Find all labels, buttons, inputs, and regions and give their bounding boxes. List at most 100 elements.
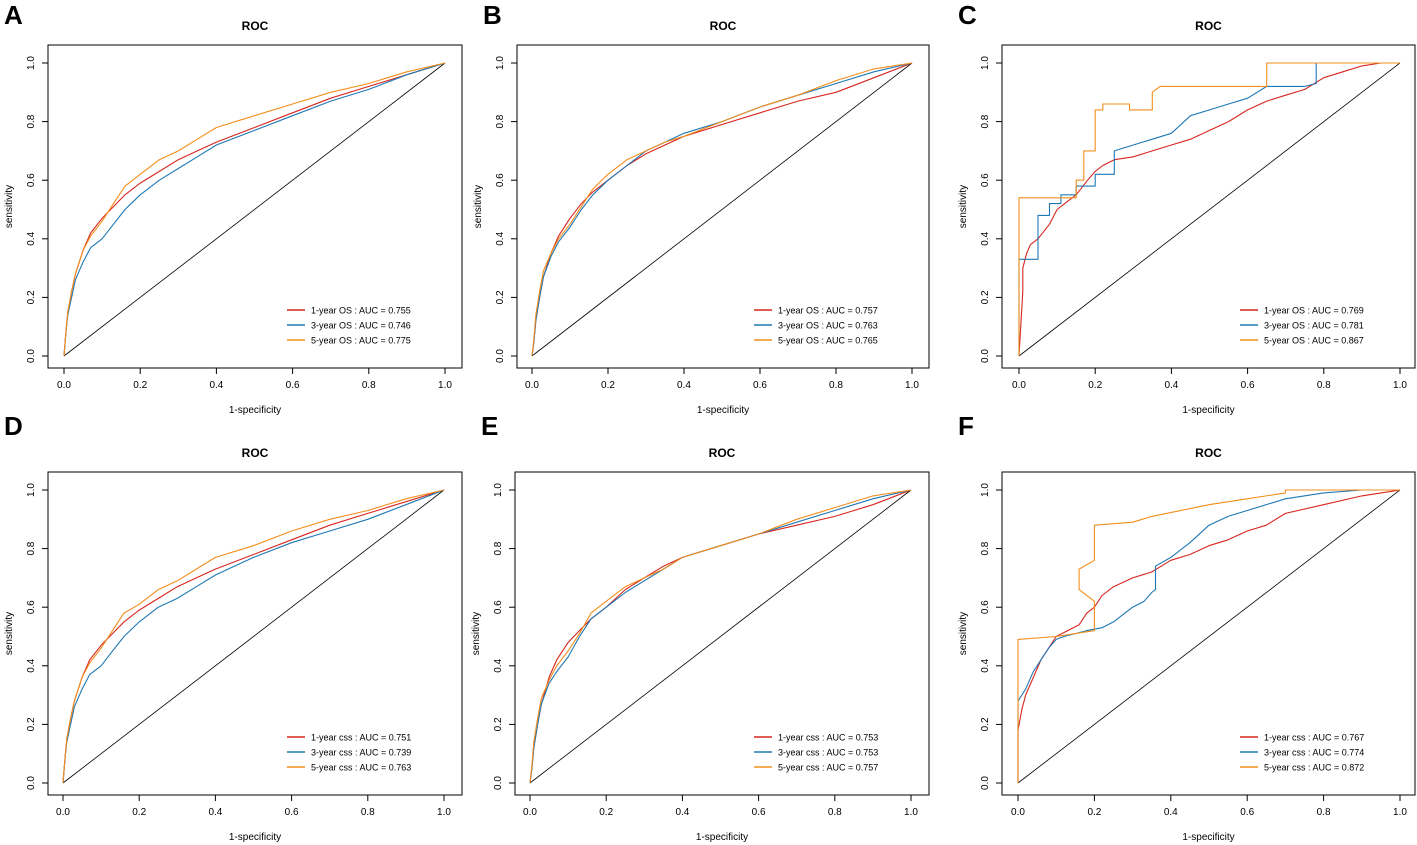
- plot-frame: [1001, 44, 1416, 369]
- chart-title: ROC: [710, 19, 737, 33]
- legend-entry: 1-year OS : AUC = 0.755: [311, 306, 411, 316]
- y-tick-label: 1.0: [26, 483, 37, 497]
- x-tick-label: 0.2: [1087, 807, 1101, 818]
- y-tick-label: 1.0: [980, 56, 991, 70]
- y-tick-label: 0.8: [26, 541, 37, 555]
- legend-entry: 3-year OS : AUC = 0.781: [1264, 321, 1364, 331]
- roc-curve-one-year: [1017, 489, 1401, 783]
- y-tick-label: 1.0: [495, 56, 506, 70]
- legend-entry: 5-year css : AUC = 0.872: [1264, 763, 1364, 773]
- y-tick-label: 0.4: [493, 658, 504, 672]
- y-tick-label: 0.6: [980, 600, 991, 614]
- y-tick-label: 0.2: [26, 717, 37, 731]
- y-tick-label: 0.6: [26, 173, 37, 187]
- roc-panel-a: A ROC 0.0 0.2 0.4 0.6 0.8 1.0 0.0 0.2 0.4 0.6 0.8 1.0…: [4, 0, 463, 416]
- legend-entry: 3-year css : AUC = 0.753: [778, 748, 878, 758]
- y-tick-label: 0.2: [493, 717, 504, 731]
- y-tick-label: 0.0: [26, 776, 37, 790]
- y-tick-label: 0.6: [493, 600, 504, 614]
- roc-curve-five-year: [62, 489, 445, 784]
- y-tick-label: 0.4: [26, 231, 37, 245]
- legend-entry: 1-year css : AUC = 0.751: [311, 733, 411, 743]
- x-tick-label: 0.4: [208, 807, 222, 818]
- y-tick-label: 0.0: [495, 349, 506, 363]
- roc-curve-three-year: [1017, 489, 1400, 783]
- legend-entry: 1-year css : AUC = 0.767: [1264, 733, 1364, 743]
- x-tick-label: 0.6: [286, 380, 300, 391]
- panel-label: C: [958, 0, 977, 30]
- x-axis-label: 1-specificity: [697, 405, 749, 416]
- x-tick-label: 0.6: [1240, 807, 1254, 818]
- y-tick-label: 0.8: [980, 114, 991, 128]
- roc-curve-five-year: [529, 489, 912, 784]
- x-tick-label: 1.0: [437, 807, 451, 818]
- y-tick-label: 0.0: [26, 349, 37, 363]
- y-tick-label: 0.4: [980, 658, 991, 672]
- y-tick-label: 0.2: [980, 290, 991, 304]
- x-tick-label: 0.8: [829, 380, 843, 391]
- y-tick-label: 0.0: [980, 776, 991, 790]
- roc-curve-three-year: [1018, 62, 1400, 356]
- y-axis-label: sensitivity: [4, 612, 15, 655]
- x-tick-label: 1.0: [1393, 380, 1407, 391]
- x-tick-label: 0.8: [361, 807, 375, 818]
- x-axis-label: 1-specificity: [1182, 405, 1234, 416]
- roc-curve-five-year: [531, 62, 913, 357]
- chart-title: ROC: [1195, 446, 1222, 460]
- legend-entry: 3-year css : AUC = 0.739: [311, 748, 411, 758]
- diagonal-reference-line: [529, 489, 912, 784]
- x-tick-label: 1.0: [905, 380, 919, 391]
- roc-panel-b: B ROC 0.0 0.2 0.4 0.6 0.8 1.0 0.0 0.2 0.4 0.6 0.8 1.0…: [473, 0, 930, 416]
- legend-entry: 5-year css : AUC = 0.763: [311, 763, 411, 773]
- roc-curve-five-year: [63, 62, 446, 357]
- x-tick-label: 1.0: [904, 807, 918, 818]
- panel-label: A: [4, 0, 23, 30]
- x-tick-label: 0.0: [523, 807, 537, 818]
- y-axis-label: sensitivity: [958, 185, 969, 228]
- y-tick-label: 0.6: [495, 173, 506, 187]
- y-tick-label: 0.2: [26, 290, 37, 304]
- roc-panel-e: E ROC 0.0 0.2 0.4 0.6 0.8 1.0 0.0 0.2 0.4 0.6 0.8 1.0…: [471, 411, 930, 843]
- chart-title: ROC: [709, 446, 736, 460]
- chart-title: ROC: [1195, 19, 1222, 33]
- x-tick-label: 0.2: [132, 807, 146, 818]
- y-tick-label: 0.2: [495, 290, 506, 304]
- legend-entry: 3-year OS : AUC = 0.746: [311, 321, 411, 331]
- diagonal-reference-line: [62, 489, 445, 784]
- roc-panel-d: D ROC 0.0 0.2 0.4 0.6 0.8 1.0 0.0 0.2 0.4 0.6 0.8 1.0…: [4, 411, 463, 843]
- panel-label: B: [483, 0, 502, 30]
- legend-entry: 1-year OS : AUC = 0.769: [1264, 306, 1364, 316]
- y-tick-label: 0.0: [493, 776, 504, 790]
- legend-entry: 5-year css : AUC = 0.757: [778, 763, 878, 773]
- x-tick-label: 1.0: [438, 380, 452, 391]
- legend-entry: 5-year OS : AUC = 0.775: [311, 336, 411, 346]
- roc-curve-three-year: [63, 62, 446, 357]
- chart-title: ROC: [242, 446, 269, 460]
- x-tick-label: 0.4: [1164, 807, 1178, 818]
- x-tick-label: 0.6: [752, 807, 766, 818]
- chart-title: ROC: [242, 19, 269, 33]
- plot-frame: [47, 44, 463, 369]
- roc-curve-three-year: [529, 489, 912, 784]
- diagonal-reference-line: [1017, 489, 1401, 784]
- roc-curve-five-year: [1018, 62, 1400, 356]
- y-tick-label: 1.0: [26, 56, 37, 70]
- x-tick-label: 0.0: [1012, 380, 1026, 391]
- y-tick-label: 0.6: [26, 600, 37, 614]
- y-tick-label: 1.0: [980, 483, 991, 497]
- panel-label: D: [4, 411, 23, 441]
- y-tick-label: 0.8: [26, 114, 37, 128]
- x-tick-label: 0.0: [57, 380, 71, 391]
- x-tick-label: 0.2: [133, 380, 147, 391]
- x-tick-label: 0.4: [1164, 380, 1178, 391]
- x-tick-label: 0.4: [209, 380, 223, 391]
- legend-entry: 5-year OS : AUC = 0.765: [778, 336, 878, 346]
- y-tick-label: 0.8: [495, 114, 506, 128]
- roc-curve-one-year: [1018, 62, 1400, 357]
- legend-entry: 1-year OS : AUC = 0.757: [778, 306, 878, 316]
- panel-label: E: [481, 411, 498, 441]
- x-tick-label: 0.2: [1088, 380, 1102, 391]
- x-tick-label: 0.2: [601, 380, 615, 391]
- y-tick-label: 0.4: [980, 231, 991, 245]
- plot-frame: [47, 471, 463, 796]
